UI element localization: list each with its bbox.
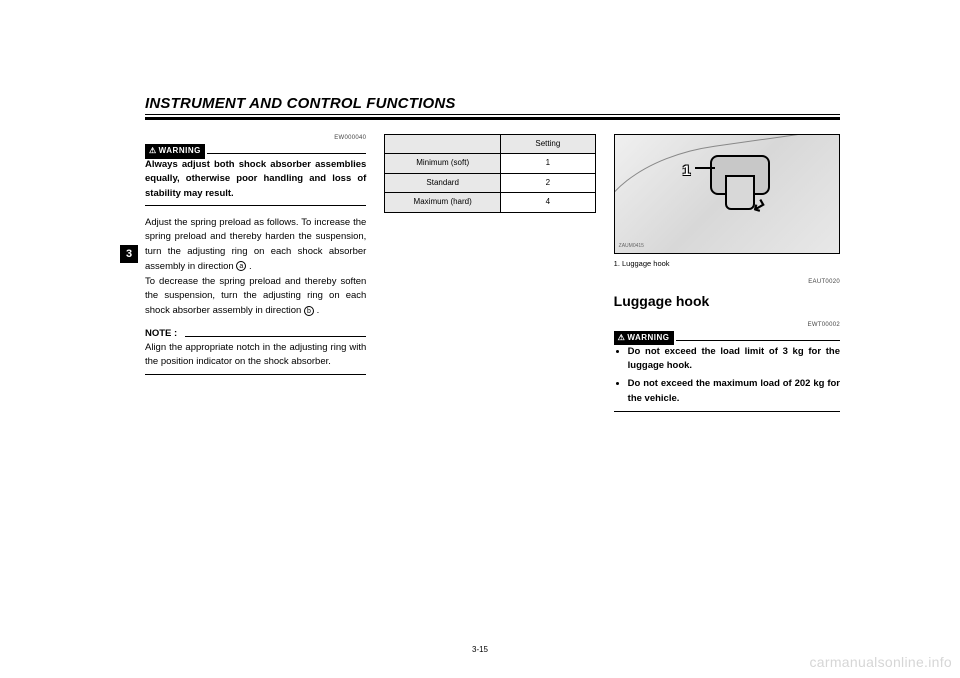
rule (185, 336, 366, 337)
note-label: NOTE : (145, 327, 177, 342)
body-text: Adjust the spring preload as follows. To… (145, 216, 366, 319)
figure-code: ZAUM0415 (619, 243, 644, 251)
code-ref: EWT00002 (614, 321, 840, 330)
text-segment: Adjust the spring preload as follows. To… (145, 217, 366, 272)
table-cell: 4 (501, 193, 596, 212)
rule (614, 411, 840, 412)
rule (145, 205, 366, 206)
code-ref: EW000040 (145, 134, 366, 143)
warning-badge: ⚠WARNING (614, 331, 674, 345)
code-ref: EAUT0020 (614, 278, 840, 287)
page-header: INSTRUMENT AND CONTROL FUNCTIONS (145, 95, 840, 120)
columns: EW000040 ⚠WARNING Always adjust both sho… (145, 134, 840, 422)
direction-b-icon: b (304, 306, 314, 316)
warning-list: Do not exceed the load limit of 3 kg for… (614, 345, 840, 407)
note-text: Align the appropriate notch in the adjus… (145, 341, 366, 370)
page: INSTRUMENT AND CONTROL FUNCTIONS EW00004… (145, 95, 840, 422)
warning-label: WARNING (627, 333, 669, 342)
direction-a-icon: a (236, 261, 246, 271)
settings-table: Setting Minimum (soft) 1 Standard 2 Maxi… (384, 134, 595, 213)
column-middle: Setting Minimum (soft) 1 Standard 2 Maxi… (384, 134, 595, 422)
table-header-setting: Setting (501, 135, 596, 154)
table-cell: 2 (501, 173, 596, 192)
list-item: Do not exceed the load limit of 3 kg for… (628, 345, 840, 374)
warning-icon: ⚠ (618, 333, 626, 342)
rule (207, 153, 366, 154)
table-row: Setting (385, 135, 595, 154)
rule (145, 374, 366, 375)
column-left: EW000040 ⚠WARNING Always adjust both sho… (145, 134, 366, 422)
text-segment: . (246, 261, 251, 272)
section-tab: 3 (120, 245, 138, 263)
table-row: Standard 2 (385, 173, 595, 192)
callout-number: 1 (683, 160, 691, 182)
table-cell: 1 (501, 154, 596, 173)
warning-badge: ⚠WARNING (145, 144, 205, 158)
table-cell: Minimum (soft) (385, 154, 501, 173)
text-segment: To decrease the spring preload and there… (145, 276, 366, 316)
table-row: Maximum (hard) 4 (385, 193, 595, 212)
luggage-hook-heading: Luggage hook (614, 291, 840, 313)
table-row: Minimum (soft) 1 (385, 154, 595, 173)
leader-line (695, 167, 715, 169)
figure-caption: 1. Luggage hook (614, 258, 840, 270)
luggage-hook-figure: ↵ 1 ZAUM0415 (614, 134, 840, 254)
warning-text: Always adjust both shock absorber assemb… (145, 158, 366, 201)
warning-label: WARNING (159, 146, 201, 155)
column-right: ↵ 1 ZAUM0415 1. Luggage hook EAUT0020 Lu… (614, 134, 840, 422)
table-cell: Standard (385, 173, 501, 192)
watermark: carmanualsonline.info (810, 654, 953, 670)
list-item: Do not exceed the maximum load of 202 kg… (628, 377, 840, 406)
page-number: 3-15 (472, 645, 488, 654)
text-segment: . (314, 305, 319, 316)
table-cell: Maximum (hard) (385, 193, 501, 212)
table-header-blank (385, 135, 501, 154)
warning-icon: ⚠ (149, 146, 157, 155)
rule (676, 340, 840, 341)
